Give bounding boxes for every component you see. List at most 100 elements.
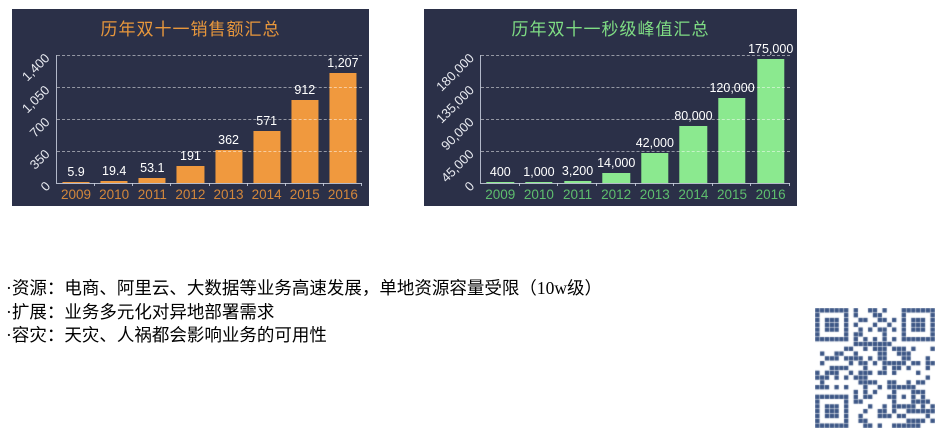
bar-value-label: 400 bbox=[489, 165, 511, 179]
bar-value-label: 42,000 bbox=[635, 136, 674, 150]
bar-value-label: 571 bbox=[256, 114, 278, 128]
bar-column: 400 2009 bbox=[481, 55, 520, 202]
bar-2015 bbox=[718, 98, 746, 183]
bar-2015 bbox=[291, 100, 319, 183]
bar-column: 53.1 2011 bbox=[133, 55, 171, 202]
x-axis-tick-label: 2016 bbox=[327, 187, 358, 202]
gridline bbox=[57, 55, 362, 56]
y-axis-tick-label: 1,400 bbox=[19, 50, 53, 84]
x-axis-tick-label: 2013 bbox=[213, 187, 244, 202]
y-axis-tick-label: 0 bbox=[461, 178, 477, 195]
x-axis-tick-label: 2012 bbox=[601, 187, 632, 202]
bar-2014 bbox=[253, 131, 281, 183]
x-axis-tick-label: 2009 bbox=[485, 187, 516, 202]
bar-column: 120,000 2015 bbox=[709, 55, 754, 202]
x-axis-tick bbox=[170, 183, 172, 186]
bar-column: 19.4 2010 bbox=[95, 55, 133, 202]
bar-column: 42,000 2013 bbox=[635, 55, 675, 202]
bar-2012 bbox=[176, 166, 204, 183]
x-axis-tick bbox=[595, 183, 597, 186]
bar-column: 912 2015 bbox=[286, 55, 324, 202]
x-axis-tick bbox=[94, 183, 96, 186]
sales-chart-title: 历年双十一销售额汇总 bbox=[100, 20, 281, 39]
sales-chart-panel: 历年双十一销售额汇总 0 350 700 1,050 1,400 5.9 2009 19.4 2… bbox=[12, 9, 369, 206]
x-axis-tick-label: 2010 bbox=[99, 187, 130, 202]
bar-value-label: 14,000 bbox=[597, 156, 636, 170]
bar-2011 bbox=[138, 178, 166, 183]
bar-2009 bbox=[486, 182, 515, 183]
x-axis-tick bbox=[789, 183, 790, 186]
gridline bbox=[481, 151, 790, 152]
y-axis-tick-label: 700 bbox=[26, 114, 53, 141]
bar-column: 571 2014 bbox=[248, 55, 286, 202]
note-expansion: ·扩展：业务多元化对异地部署需求 bbox=[6, 301, 275, 322]
x-axis-tick-label: 2015 bbox=[717, 187, 748, 202]
x-axis-tick bbox=[557, 183, 559, 186]
x-axis-tick-label: 2015 bbox=[289, 187, 320, 202]
bar-2010 bbox=[525, 182, 553, 183]
bar-2011 bbox=[563, 181, 592, 183]
x-axis-tick-label: 2012 bbox=[175, 187, 206, 202]
bar-value-label: 191 bbox=[180, 149, 201, 163]
qr-code bbox=[815, 308, 935, 428]
bar-column: 362 2013 bbox=[210, 55, 248, 202]
x-axis-tick bbox=[208, 183, 210, 186]
y-axis-tick-label: 1,050 bbox=[19, 82, 53, 116]
x-axis-tick-label: 2014 bbox=[678, 187, 709, 202]
bar-2012 bbox=[602, 173, 630, 183]
bar-column: 3,200 2011 bbox=[558, 55, 597, 202]
gridline bbox=[57, 119, 362, 120]
x-axis-tick bbox=[322, 183, 324, 186]
bar-value-label: 1,000 bbox=[523, 165, 555, 179]
x-axis-tick-label: 2010 bbox=[523, 187, 554, 202]
sales-chart-plot: 0 350 700 1,050 1,400 5.9 2009 19.4 2010 53.1 2011… bbox=[19, 50, 362, 202]
x-axis-tick-label: 2013 bbox=[639, 187, 670, 202]
bar-column: 191 2012 bbox=[171, 55, 209, 202]
bar-column: 1,000 2010 bbox=[520, 55, 559, 202]
bar-2010 bbox=[100, 181, 128, 183]
x-axis-tick bbox=[750, 183, 752, 186]
bar-value-label: 120,000 bbox=[709, 81, 755, 95]
peak-chart-panel: 历年双十一秒级峰值汇总 0 45,000 90,000 135,000 180,000 4… bbox=[424, 9, 797, 206]
bar-value-label: 53.1 bbox=[140, 161, 165, 175]
x-axis-tick bbox=[634, 183, 636, 186]
x-axis-tick bbox=[246, 183, 248, 186]
bar-value-label: 5.9 bbox=[67, 165, 85, 179]
x-axis-tick-label: 2016 bbox=[755, 187, 786, 202]
bar-column: 1,207 2016 bbox=[324, 55, 362, 202]
y-axis-tick-label: 350 bbox=[26, 146, 53, 173]
x-axis-tick-label: 2011 bbox=[563, 187, 593, 202]
x-axis-tick bbox=[673, 183, 675, 186]
bar-2014 bbox=[679, 126, 708, 183]
gridline bbox=[481, 87, 790, 88]
y-axis-tick-label: 45,000 bbox=[438, 146, 477, 186]
x-axis-tick bbox=[284, 183, 286, 186]
x-axis-tick bbox=[132, 183, 134, 186]
bar-2013 bbox=[215, 150, 243, 183]
bar-column: 175,000 2016 bbox=[748, 42, 793, 202]
gridline bbox=[57, 151, 362, 152]
x-axis-tick-label: 2009 bbox=[61, 187, 92, 202]
bar-value-label: 362 bbox=[218, 133, 239, 147]
gridline bbox=[481, 119, 790, 120]
peak-chart-title: 历年双十一秒级峰值汇总 bbox=[511, 20, 710, 39]
bar-column: 5.9 2009 bbox=[57, 55, 95, 202]
bar-2016 bbox=[329, 73, 357, 183]
gridline bbox=[481, 55, 790, 56]
x-axis-tick-label: 2014 bbox=[251, 187, 282, 202]
peak-chart-plot: 0 45,000 90,000 135,000 180,000 400 2009 1,000 2… bbox=[433, 42, 793, 202]
bar-value-label: 1,207 bbox=[327, 56, 359, 70]
bar-value-label: 19.4 bbox=[102, 164, 127, 178]
bar-value-label: 912 bbox=[294, 83, 316, 97]
y-axis-tick-label: 0 bbox=[37, 178, 53, 195]
x-axis-tick bbox=[711, 183, 713, 186]
bar-value-label: 175,000 bbox=[748, 42, 794, 56]
notes: ·资源：电商、阿里云、大数据等业务高速发展，单地资源容量受限（10w级） ·扩展… bbox=[6, 277, 602, 348]
gridline bbox=[57, 87, 362, 88]
x-axis-tick bbox=[518, 183, 520, 186]
bar-value-label: 80,000 bbox=[674, 109, 713, 123]
bar-column: 80,000 2014 bbox=[674, 55, 713, 202]
bar-2016 bbox=[756, 59, 785, 183]
note-resource: ·资源：电商、阿里云、大数据等业务高速发展，单地资源容量受限（10w级） bbox=[6, 278, 602, 298]
